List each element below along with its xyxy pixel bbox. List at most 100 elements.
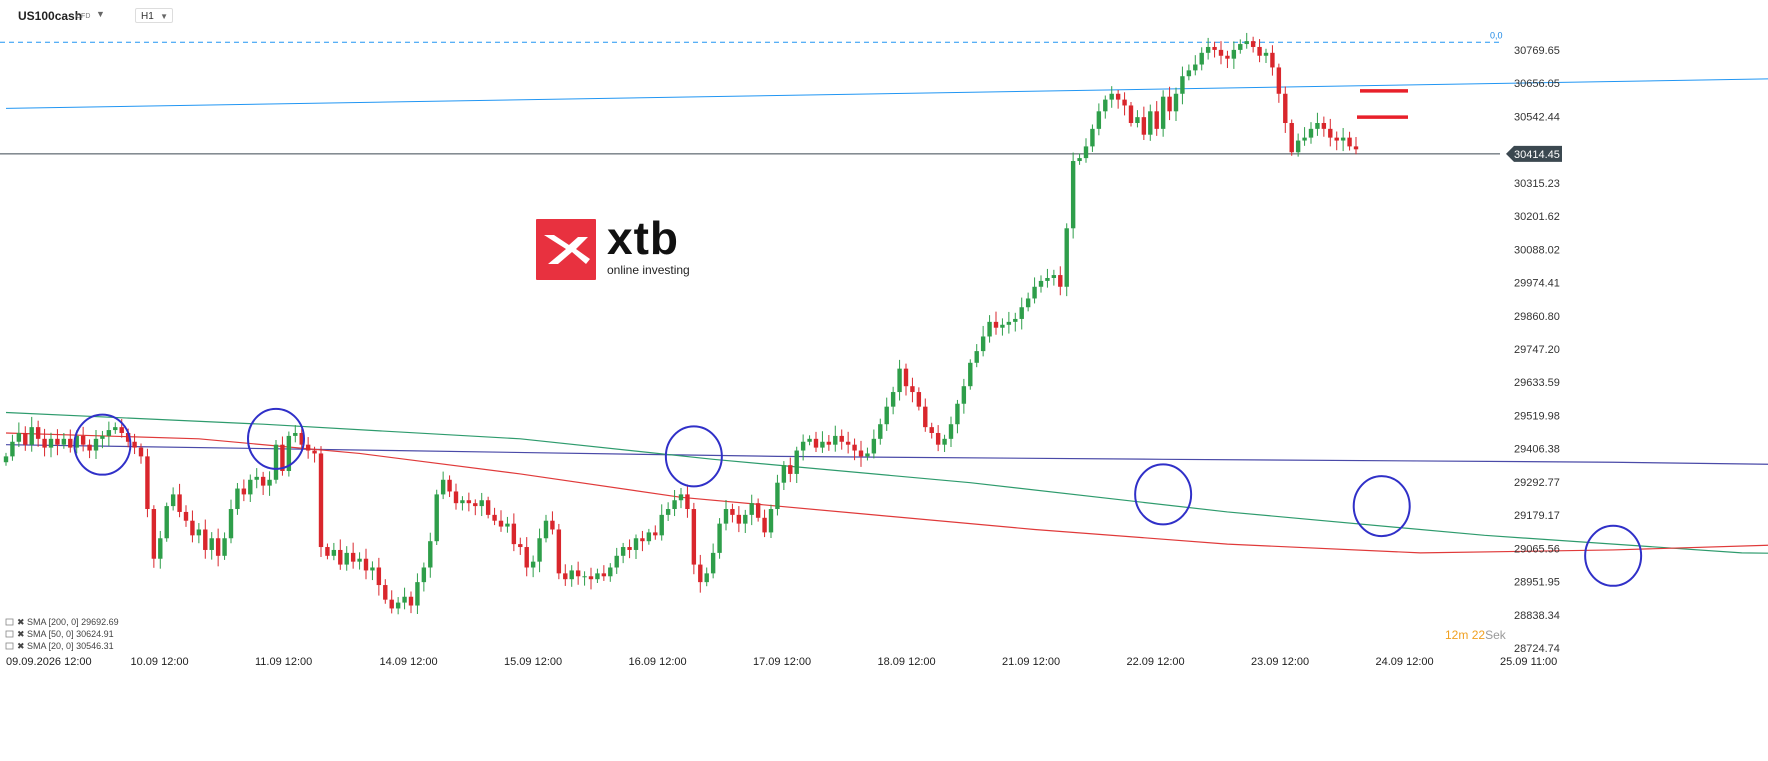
candle-body — [280, 444, 285, 472]
candle-body — [723, 509, 729, 524]
candle-body — [267, 479, 272, 486]
legend-entry: ✖ SMA [200, 0] 29692.69 — [17, 617, 119, 627]
candle-body — [730, 509, 735, 515]
candle-body — [646, 532, 652, 542]
candle-body — [350, 552, 356, 562]
candle-body — [820, 441, 825, 448]
candle-body — [299, 432, 304, 445]
candle-body — [871, 438, 877, 454]
candle-body — [498, 520, 504, 527]
candle-body — [717, 523, 722, 553]
symbol-name[interactable]: US100cash — [18, 9, 83, 23]
candle-body — [1103, 99, 1108, 112]
candle-body — [453, 491, 459, 504]
timeframe-select[interactable]: H1 ▼ — [135, 8, 173, 23]
timer-minutes: 12 — [1445, 628, 1459, 642]
candle-body — [106, 430, 112, 436]
candle-body — [1070, 161, 1076, 229]
candle-body — [788, 465, 793, 474]
annotation-circle — [73, 413, 132, 476]
candle-body — [1013, 318, 1018, 322]
candle-body — [402, 596, 407, 603]
candle-body — [685, 494, 690, 510]
annotation-circle — [247, 407, 305, 470]
candle-body — [1276, 67, 1282, 94]
candle-body — [1289, 123, 1294, 153]
price-tick-label: 30315.23 — [1514, 178, 1560, 190]
chart-toolbar: US100cash CFD ▼ H1 ▼ — [0, 0, 1768, 32]
price-tick-label: 28838.34 — [1514, 610, 1560, 622]
candle-body — [1340, 137, 1346, 141]
candle-body — [132, 441, 137, 448]
candle-body — [254, 476, 259, 480]
candle-body — [42, 438, 47, 448]
candle-body — [1328, 128, 1333, 138]
candle-body — [312, 450, 317, 454]
candle-body — [1334, 137, 1339, 141]
candle-body — [55, 438, 60, 445]
candle-body — [1019, 307, 1024, 319]
candle-body — [80, 435, 86, 445]
candle-body — [987, 321, 992, 337]
candle-body — [665, 509, 671, 515]
trend-line — [5, 78, 1768, 109]
candle-body — [1083, 146, 1089, 159]
candle-body — [980, 336, 986, 352]
legend-icon — [5, 618, 14, 626]
price-tick-label: 29179.17 — [1514, 510, 1560, 522]
price-tick-label: 30656.05 — [1514, 78, 1560, 90]
candle-body — [1135, 117, 1140, 124]
legend-icon — [5, 642, 14, 650]
candle-body — [203, 529, 208, 550]
candle-body — [961, 386, 967, 404]
candle-body — [183, 511, 189, 521]
candle-body — [543, 520, 549, 539]
candle-body — [466, 500, 472, 504]
candle-body — [833, 435, 838, 445]
candle-body — [691, 509, 697, 565]
candle-body — [698, 564, 703, 583]
symbol-dropdown-icon[interactable]: ▼ — [96, 9, 105, 19]
candle-body — [839, 435, 844, 442]
candle-body — [215, 538, 221, 556]
candle-body — [1308, 128, 1314, 138]
candle-body — [800, 441, 806, 451]
price-tick-label: 28724.74 — [1514, 643, 1560, 655]
candle-body — [518, 544, 523, 548]
candle-body — [550, 520, 555, 530]
annotation-circle — [1584, 524, 1643, 587]
candle-body — [421, 567, 427, 583]
price-tick-label: 29406.38 — [1514, 444, 1560, 456]
annotation-circle — [1352, 475, 1411, 538]
sma50-line — [5, 411, 1768, 554]
timer-minutes-unit: m — [1458, 628, 1469, 642]
candle-body — [3, 456, 9, 463]
candle-body — [1353, 146, 1359, 150]
candle-body — [196, 529, 202, 536]
candle-body — [935, 432, 941, 445]
candle-body — [415, 582, 420, 606]
candle-body — [119, 427, 124, 433]
candle-body — [376, 567, 382, 586]
candle-body — [1167, 96, 1172, 112]
candle-body — [1122, 99, 1127, 106]
candle-body — [1025, 298, 1031, 308]
price-tick-label: 29974.41 — [1514, 278, 1560, 290]
candle-body — [1148, 111, 1153, 135]
candle-body — [1160, 96, 1166, 129]
candle-body — [1064, 228, 1069, 287]
candle-body — [1006, 321, 1012, 325]
candle-body — [357, 558, 362, 562]
price-tick-label: 30769.65 — [1514, 45, 1560, 57]
candle-body — [974, 351, 979, 363]
candle-body — [633, 538, 639, 550]
candle-body — [74, 435, 79, 448]
candle-body — [389, 599, 394, 609]
candle-body — [794, 450, 799, 474]
candle-body — [164, 506, 169, 539]
candle-body — [440, 479, 446, 495]
candle-body — [923, 406, 928, 428]
candle-body — [428, 541, 433, 568]
annotation-circle — [1134, 463, 1193, 526]
